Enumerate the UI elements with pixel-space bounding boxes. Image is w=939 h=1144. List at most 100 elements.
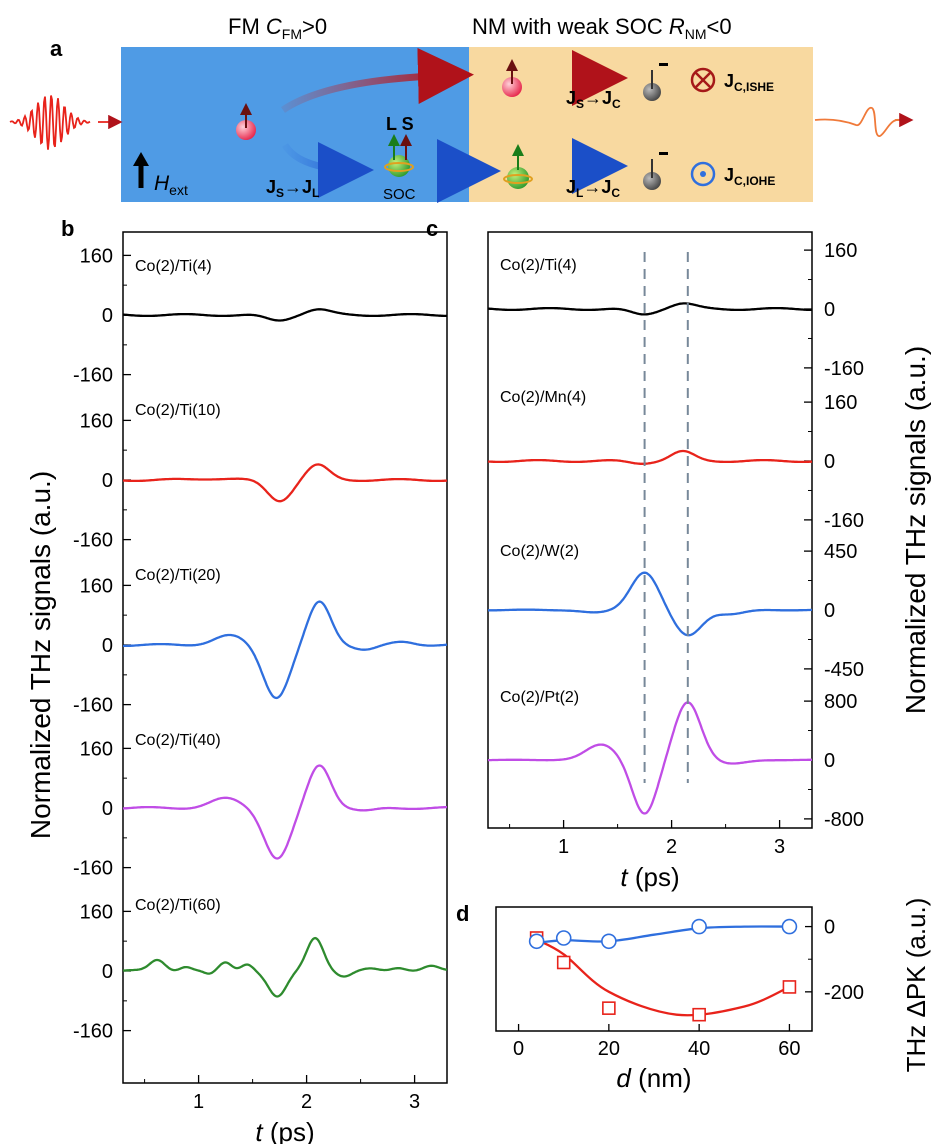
- fm-title: FM CFM>0: [228, 14, 327, 42]
- panel-c-ytick-label: 0: [824, 451, 835, 473]
- panel-d-xtick-label: 0: [513, 1038, 524, 1060]
- panel-b-frame: [122, 231, 448, 1084]
- panel-b-ytick-label: 0: [102, 470, 113, 492]
- panel-d-ytick-label: 0: [824, 917, 835, 939]
- spin-current-arrow-icon: [281, 47, 474, 113]
- charge-electron-icon-2: [643, 172, 661, 190]
- panel-b-series-label: Co(2)/Ti(40): [135, 732, 221, 749]
- panel-b-series-label: Co(2)/Ti(20): [135, 567, 221, 584]
- panel-c-ytick-label: 0: [824, 299, 835, 321]
- incoming-thz-pulse: [9, 95, 91, 150]
- orbital-ring-icon: [384, 162, 414, 172]
- panel-c-ytick-label: -450: [824, 659, 864, 681]
- panel-b-series-label: Co(2)/Ti(4): [135, 258, 212, 275]
- panel-c-ytick-label: 450: [824, 541, 857, 563]
- panel-b-ytick-label: -160: [73, 695, 113, 717]
- panel-c-ytick-label: -160: [824, 510, 864, 532]
- charge-electron-icon: [643, 83, 661, 101]
- nm-orbital-ring-icon: [503, 174, 533, 184]
- panel-b-series-label: Co(2)/Ti(60): [135, 897, 221, 914]
- out-of-page-dot: [700, 171, 706, 177]
- nm-title: NM with weak SOC RNM<0: [472, 14, 732, 42]
- panel-d-circle-point: [781, 918, 798, 935]
- panel-d-xlabel: d (nm): [616, 1063, 691, 1093]
- fm-electron-icon: [236, 120, 256, 140]
- js-to-jl-label: JS→JL: [266, 177, 319, 200]
- panel-d-circle-point: [555, 930, 572, 946]
- nm-orbital-electron-icon: [507, 167, 529, 189]
- panel-c-ytick-label: 800: [824, 691, 857, 713]
- panel-b-xlabel: t (ps): [255, 1117, 314, 1144]
- panel-c-series-label: Co(2)/Mn(4): [500, 389, 586, 406]
- panel-c-ytick-label: 0: [824, 600, 835, 622]
- panel-d-label: d: [456, 901, 469, 926]
- panel-a-label: a: [50, 36, 63, 61]
- field-label: Hext: [154, 172, 188, 198]
- into-page-cross-2: [695, 72, 711, 88]
- panel-b-xtick-label: 1: [193, 1091, 204, 1113]
- panel-b-ytick-label: -160: [73, 1021, 113, 1043]
- panel-b-ytick-label: 160: [80, 410, 113, 432]
- panel-d-chart: d 0 20 40 60 0 -200 d (nm) THz ΔPK (a.u.): [456, 898, 931, 1093]
- panel-d-circle-point: [691, 918, 707, 935]
- js-to-jc-label: JS→JC: [566, 88, 621, 111]
- panel-b-xtick-label: 2: [301, 1091, 312, 1113]
- panel-b-ytick-label: 0: [102, 961, 113, 983]
- panel-c-series-label: Co(2)/Ti(4): [500, 257, 577, 274]
- soc-label: SOC: [383, 186, 416, 203]
- panel-c-series-line: [487, 302, 812, 316]
- panel-d-circle-point: [601, 933, 617, 950]
- panel-b-xtick-label: 3: [409, 1091, 420, 1113]
- panel-c-series-line: [487, 449, 813, 465]
- panel-b-series-line: [122, 463, 448, 503]
- panel-d-square-point: [782, 980, 797, 994]
- jl-to-jc-label: JL→JC: [566, 177, 620, 200]
- panel-b-chart: b 160 0 -160 Co(2)/Ti(4) 160 0 -160 Co(2)/Ti(10)…: [25, 216, 448, 1144]
- panel-c-xlabel: t (ps): [620, 862, 679, 892]
- panel-d-circle-point: [528, 933, 545, 950]
- panel-c-series-line: [488, 701, 812, 815]
- panel-b-ytick-label: 0: [102, 798, 113, 820]
- panel-c-ytick-label: -160: [824, 358, 864, 380]
- panel-c-ytick-label: 160: [824, 392, 857, 414]
- out-of-page-icon: [690, 161, 716, 187]
- panel-b-ytick-label: 0: [102, 635, 113, 657]
- panel-d-fit-line: [536, 938, 790, 1017]
- panel-b-ytick-label: 160: [80, 245, 113, 267]
- panel-d-ylabel: THz ΔPK (a.u.): [901, 898, 931, 1073]
- panel-b-ytick-label: 160: [80, 738, 113, 760]
- panel-d-frame: [495, 906, 813, 1032]
- panel-d-square-point: [692, 1007, 706, 1022]
- panel-d-xtick-label: 20: [598, 1038, 620, 1060]
- orbital-conversion-arrow-icon: [282, 141, 374, 198]
- panel-d-ytick-label: -200: [824, 982, 864, 1004]
- panel-a: a FM CFM>0 NM with weak SOC RNM<0 Hext J…: [9, 14, 914, 203]
- panel-c-series-line: [488, 571, 812, 637]
- panel-d-xtick-label: 40: [688, 1038, 710, 1060]
- panel-c-series-label: Co(2)/W(2): [500, 543, 579, 560]
- minus-sign-icon-2: [659, 152, 668, 155]
- ls-label: L S: [386, 114, 414, 134]
- panel-b-ytick-label: -160: [73, 365, 113, 387]
- panel-b-ylabel: Normalized THz signals (a.u.): [25, 471, 56, 839]
- panel-c-ytick-label: -800: [824, 809, 864, 831]
- minus-sign-icon: [659, 63, 668, 66]
- panel-b-ytick-label: 0: [102, 305, 113, 327]
- panel-d-square-point: [602, 1001, 616, 1015]
- panel-b-series-line: [123, 600, 448, 700]
- emitted-thz-pulse: [814, 107, 901, 137]
- panel-d-square-point: [556, 955, 571, 970]
- panel-b-ytick-label: -160: [73, 858, 113, 880]
- panel-c-label: c: [426, 216, 438, 241]
- iohe-current-label: JC,IOHE: [724, 165, 775, 188]
- panel-b-ytick-label: 160: [80, 901, 113, 923]
- panel-b-ytick-label: 160: [80, 575, 113, 597]
- nm-spin-electron-icon: [502, 77, 522, 97]
- panel-c-ylabel: Normalized THz signals (a.u.): [900, 346, 931, 714]
- panel-b-series-line: [122, 936, 448, 998]
- panel-c-chart: c 160 0 -160 Co(2)/Ti(4) 160 0 -160 Co(2)/Mn(4) 4…: [426, 216, 931, 892]
- panel-d-xtick-label: 60: [778, 1038, 800, 1060]
- panel-c-ytick-label: 0: [824, 750, 835, 772]
- fm-layer: [121, 47, 469, 202]
